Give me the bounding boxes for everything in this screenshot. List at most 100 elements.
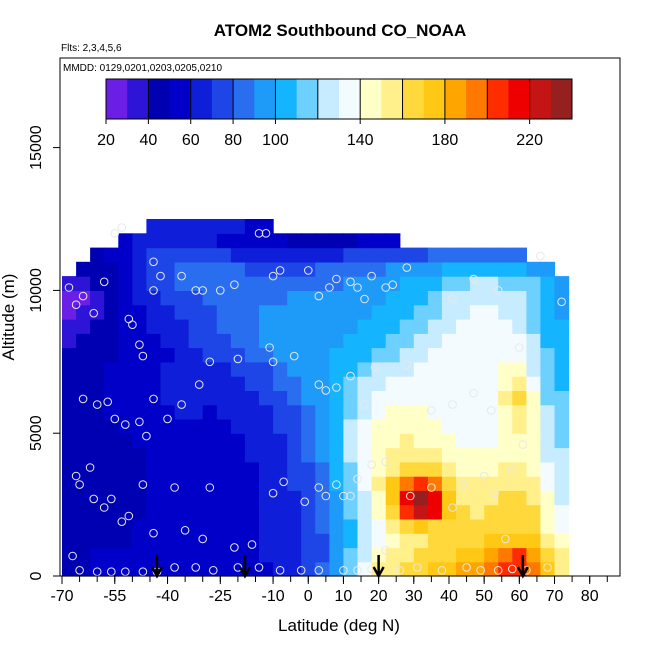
heatmap-cell [287,547,302,563]
heatmap-cell [484,547,499,563]
colorbar-swatch [211,79,216,119]
heatmap-cell [301,390,316,406]
heatmap-cell [273,247,288,263]
heatmap-cell [385,533,401,549]
heatmap-cell [90,390,105,406]
heatmap-cell [188,418,204,434]
colorbar-tick-label: 220 [516,132,543,149]
heatmap-cell [301,404,316,420]
heatmap-cell [90,533,105,549]
heatmap-cell [456,490,471,506]
heatmap-cell [526,433,542,449]
colorbar-swatch [480,79,485,119]
colorbar-swatch [144,79,149,119]
heatmap-cell [554,418,570,434]
heatmap-cell [273,433,288,449]
heatmap-cell [371,404,387,420]
heatmap-cell [216,290,232,306]
heatmap-cell [202,276,218,291]
sample-point [247,540,257,549]
heatmap-cell [470,390,485,406]
colorbar-swatch [515,79,520,119]
heatmap-cell [357,247,373,263]
heatmap-cell [90,518,105,534]
heatmap-cell [301,247,316,263]
heatmap-cell [357,347,373,363]
heatmap-cell [301,290,316,306]
heatmap-cell [188,319,204,334]
heatmap-cell [76,533,91,549]
heatmap-cell [216,304,232,320]
heatmap-cell [441,347,457,363]
heatmap-cell [62,461,77,477]
heatmap-cell [118,347,133,363]
heatmap-cell [540,518,556,534]
colorbar-swatch [190,79,195,119]
heatmap-cell [357,418,373,434]
sample-point [149,257,158,267]
heatmap-cell [259,319,274,334]
heatmap-cell [301,376,316,391]
colorbar-swatch [547,79,552,119]
heatmap-cell [259,533,274,549]
sample-point [107,494,116,504]
heatmap-cell [498,561,513,577]
sample-point [279,477,288,487]
colorbar-swatch [310,79,315,119]
heatmap-cell [540,276,556,291]
heatmap-cell [273,447,288,463]
colorbar-swatch [554,79,559,119]
sample-point [128,320,137,330]
heatmap-cell [174,447,190,463]
sample-point [490,488,500,498]
x-tick-label: 30 [405,588,423,605]
heatmap-cell [104,304,119,320]
sample-point [230,543,239,552]
heatmap-cell [371,261,387,277]
heatmap-cell [512,518,527,534]
heatmap-cell [146,219,162,234]
x-tick-label: -10 [262,588,285,605]
heatmap-cell [216,504,232,520]
heatmap-cell [62,433,77,449]
heatmap-cell [329,261,345,277]
heatmap-cell [160,233,176,249]
heatmap-cell [76,547,91,563]
sample-point [92,400,102,409]
sample-point [479,471,489,481]
colorbar-swatch [307,79,312,119]
heatmap-cell [540,319,556,334]
heatmap-cell [484,390,499,406]
heatmap-cell [216,418,232,434]
heatmap-cell [118,361,133,377]
heatmap-cell [188,290,204,306]
heatmap-cell [526,261,542,277]
heatmap-cell [540,304,556,320]
heatmap-cell [512,504,527,520]
colorbar-swatch [483,79,488,119]
heatmap-cell [287,376,302,391]
heatmap-cell [244,418,260,434]
heatmap-cell [427,433,443,449]
heatmap-cell [526,533,542,549]
sample-point [275,266,285,275]
heatmap-cell [413,504,429,520]
heatmap-cell [441,247,457,263]
heatmap-cell [526,447,542,463]
heatmap-cell [259,490,274,506]
heatmap-cell [329,433,345,449]
heatmap-cell [554,561,570,577]
heatmap-cell [202,390,218,406]
sample-point [360,294,369,304]
heatmap-cell [301,361,316,377]
heatmap-cell [399,433,415,449]
sample-point [142,431,151,441]
heatmap-cell [441,461,457,477]
heatmap-cell [399,461,415,477]
heatmap-cell [90,476,105,491]
heatmap-cell [427,247,443,263]
heatmap-cell [526,404,542,420]
heatmap-cell [470,461,485,477]
colorbar-tick-label: 60 [182,132,200,149]
colorbar-swatch [278,79,284,119]
